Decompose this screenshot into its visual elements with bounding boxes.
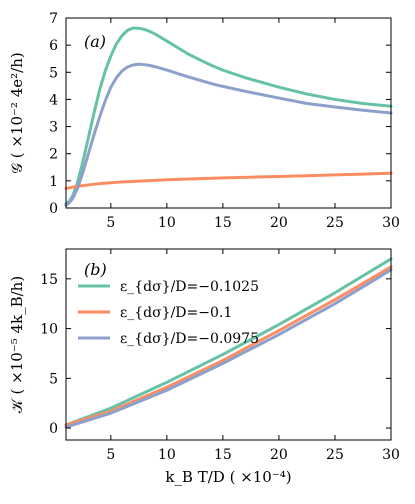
y-tick-label: 0 <box>49 201 58 217</box>
x-tick-label: 25 <box>326 447 344 463</box>
x-axis-label: k_B T/D ( ×10⁻⁴) <box>165 468 291 486</box>
y-tick-label: 5 <box>49 65 58 81</box>
series-line-1 <box>64 26 393 206</box>
x-tick-label: 15 <box>214 215 232 231</box>
panel-b: 5 10 15 20 25 30 0 5 10 15 (b) 𝒦 ( ×10⁻⁵ 4k_B/h) k_B… <box>8 248 400 486</box>
y-axis-label: 𝒢 ( ×10⁻² 4e²/h) <box>8 52 26 173</box>
y-tick-label: 2 <box>49 147 58 163</box>
series-line-2 <box>64 265 393 427</box>
x-tick-label: 20 <box>270 447 288 463</box>
y-tick-label: 0 <box>49 421 58 437</box>
x-tick-label: 10 <box>158 215 176 231</box>
y-axis-label: 𝒦 ( ×10⁻⁵ 4k_B/h) <box>8 276 26 413</box>
series-line-3 <box>64 268 393 429</box>
panel-label: (a) <box>84 32 106 51</box>
legend-entry: ε_{dσ}/D=−0.0975 <box>120 331 259 347</box>
legend-entry: ε_{dσ}/D=−0.1025 <box>120 279 259 295</box>
y-tick-label: 4 <box>49 92 58 108</box>
panel-a: 5 10 15 20 25 30 0 1 2 3 4 5 6 7 (a) 𝒢 ( ×10⁻² 4e²/h) <box>8 11 400 231</box>
y-tick-label: 10 <box>40 322 58 338</box>
x-tick-label: 15 <box>214 447 232 463</box>
x-tick-label: 30 <box>382 447 400 463</box>
x-tick-label: 20 <box>270 215 288 231</box>
legend-entry: ε_{dσ}/D=−0.1 <box>120 305 232 321</box>
series-line-3 <box>64 62 393 207</box>
series-line-2 <box>64 171 393 190</box>
y-tick-label: 7 <box>49 11 58 27</box>
axes-frame <box>65 17 392 209</box>
y-tick-label: 5 <box>49 371 58 387</box>
y-tick-label: 1 <box>49 174 58 190</box>
x-tick-label: 30 <box>382 215 400 231</box>
y-tick-label: 6 <box>49 38 58 54</box>
y-tick-label: 3 <box>49 120 58 136</box>
series-line-1 <box>64 257 393 427</box>
x-tick-label: 5 <box>106 215 115 231</box>
panel-label: (b) <box>84 260 107 279</box>
x-tick-label: 25 <box>326 215 344 231</box>
x-tick-label: 10 <box>158 447 176 463</box>
y-tick-label: 15 <box>40 272 58 288</box>
x-tick-label: 5 <box>106 447 115 463</box>
legend: ε_{dσ}/D=−0.1025 ε_{dσ}/D=−0.1 ε_{dσ}/D=−0… <box>78 279 259 347</box>
axes-frame <box>65 248 392 441</box>
